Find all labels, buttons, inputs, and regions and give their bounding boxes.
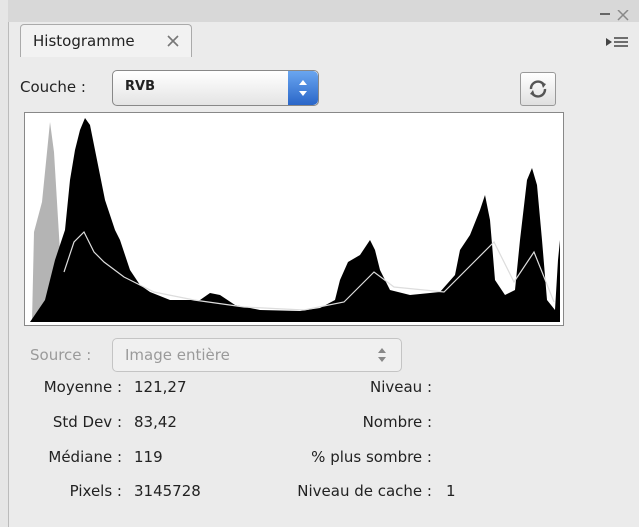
channel-label: Couche : <box>20 78 86 96</box>
stat-value: 1 <box>446 482 456 500</box>
stat-label: Nombre : <box>362 413 432 431</box>
histogram <box>24 112 564 326</box>
tab[interactable]: Histogramme <box>20 24 192 57</box>
tab-title: Histogramme <box>33 32 135 50</box>
stat-label: Niveau de cache : <box>297 482 432 500</box>
stat-label: Médiane : <box>48 448 122 466</box>
histogram-rgb <box>30 118 560 322</box>
stat-label: Niveau : <box>369 378 432 396</box>
stat-label: Moyenne : <box>43 378 122 396</box>
stat-value: 3145728 <box>134 482 201 500</box>
source-value: Image entière <box>125 346 230 364</box>
stat-label: Std Dev : <box>52 413 122 431</box>
histogram-line <box>63 230 555 311</box>
panel-controls[interactable] <box>596 10 636 50</box>
stat-value: 119 <box>134 448 163 466</box>
channel-value: RVB <box>125 79 155 94</box>
stat-value: 83,42 <box>134 413 177 431</box>
source-dropdown: Image entière <box>112 338 402 372</box>
channel-dropdown[interactable]: RVB <box>112 70 319 106</box>
stat-value: 121,27 <box>134 378 187 396</box>
stat-label: Pixels : <box>69 482 122 500</box>
refresh-button[interactable] <box>520 72 556 106</box>
source-label: Source : <box>30 346 92 364</box>
title-bar <box>8 0 639 22</box>
tab-close[interactable] <box>167 35 179 47</box>
stat-label: % plus sombre : <box>311 448 432 466</box>
dropdown-stepper <box>288 71 318 105</box>
